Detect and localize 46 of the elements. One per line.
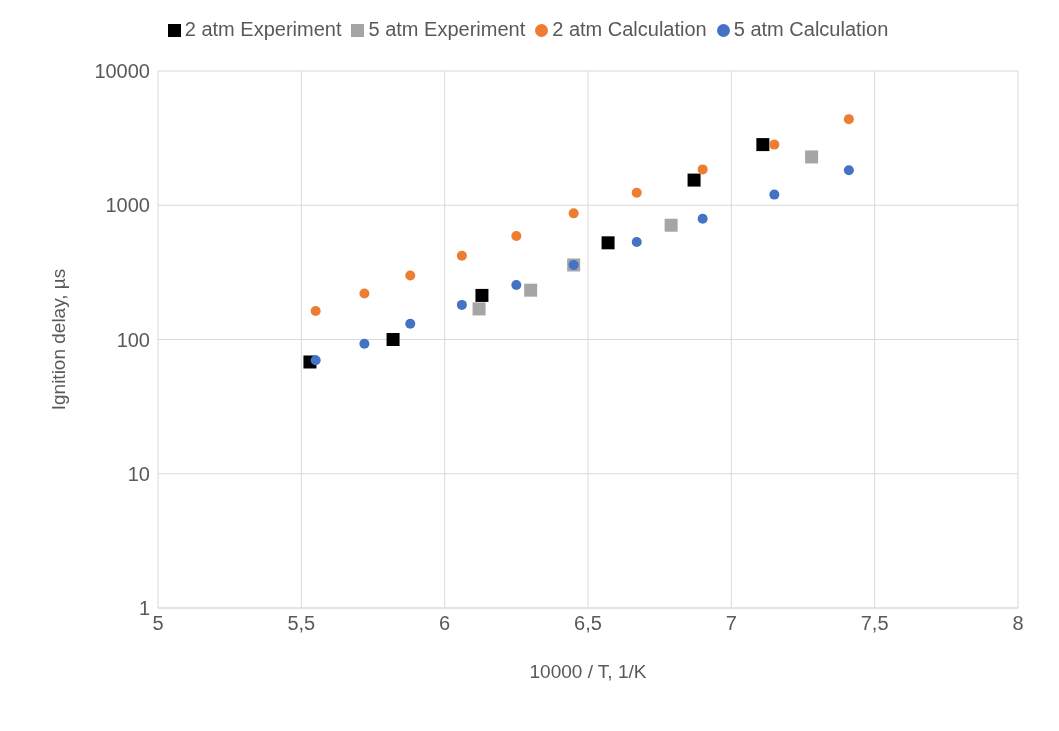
point: [805, 150, 819, 164]
point: [843, 114, 854, 125]
point: [697, 164, 708, 175]
x-tick-label: 8: [1012, 612, 1024, 635]
point: [769, 139, 780, 150]
legend-label: 2 atm Experiment: [184, 18, 342, 40]
x-axis-title: 10000 / T, 1/K: [529, 661, 647, 682]
x-tick-label: 7,5: [860, 612, 889, 635]
x-tick-label: 6: [439, 612, 451, 635]
point: [631, 236, 642, 247]
point: [756, 138, 770, 152]
y-tick-label: 10000: [94, 60, 150, 83]
point: [359, 288, 370, 299]
legend-label: 5 atm Calculation: [733, 18, 889, 40]
point: [769, 189, 780, 200]
point: [687, 173, 701, 187]
x-tick-label: 5: [152, 612, 164, 635]
x-tick-label: 5,5: [287, 612, 316, 635]
point: [456, 299, 467, 310]
point: [601, 236, 615, 250]
point: [568, 208, 579, 219]
point: [310, 306, 321, 317]
point: [386, 333, 400, 346]
point: [472, 302, 486, 316]
point: [511, 231, 522, 242]
y-axis-title: Ignition delay, µs: [47, 268, 69, 411]
y-tick-label: 10: [127, 462, 150, 485]
point: [310, 355, 321, 366]
y-tick-label: 1: [138, 597, 150, 620]
x-tick-label: 6,5: [574, 612, 602, 635]
point: [843, 165, 854, 176]
legend-label: 5 atm Experiment: [368, 18, 526, 40]
point: [359, 338, 370, 349]
point: [475, 288, 489, 302]
legend-label: 2 atm Calculation: [552, 18, 707, 40]
point: [524, 283, 538, 297]
point: [405, 270, 416, 281]
x-tick-label: 7: [725, 612, 737, 635]
point: [664, 218, 678, 232]
point: [511, 279, 522, 290]
point: [697, 213, 708, 224]
point: [456, 250, 467, 261]
y-tick-label: 1000: [105, 194, 150, 217]
point: [631, 187, 642, 198]
y-tick-label: 100: [116, 328, 150, 351]
point: [405, 318, 416, 329]
